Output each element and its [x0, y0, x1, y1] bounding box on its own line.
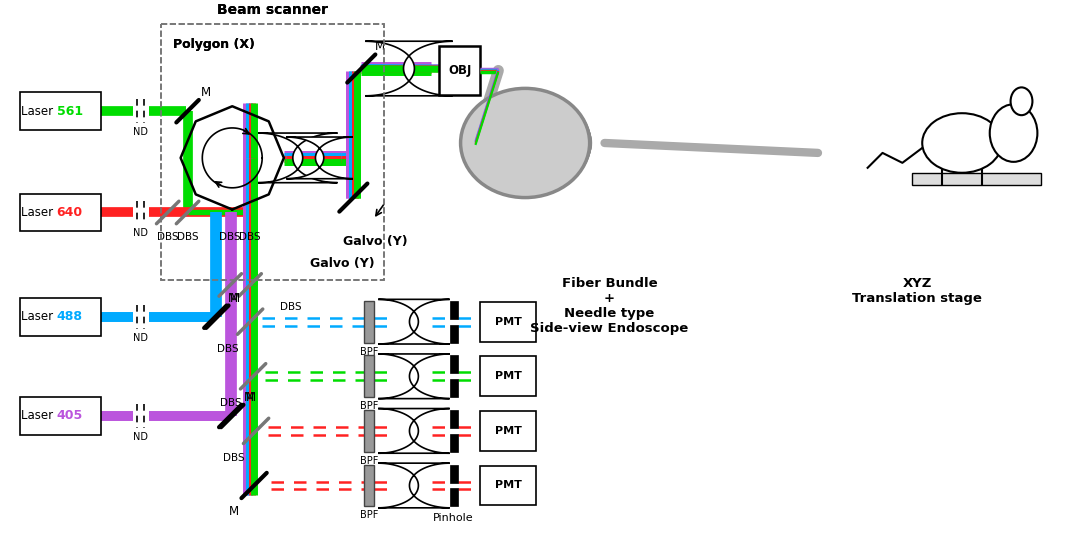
- Text: ND: ND: [133, 432, 148, 442]
- Text: M: M: [229, 505, 239, 518]
- Text: ND: ND: [133, 127, 148, 137]
- Polygon shape: [379, 463, 450, 508]
- Bar: [19, 194, 102, 231]
- Text: BPF: BPF: [360, 510, 379, 520]
- Polygon shape: [379, 409, 450, 453]
- Text: 488: 488: [56, 310, 82, 323]
- Text: DBS: DBS: [220, 398, 241, 408]
- Polygon shape: [379, 299, 450, 344]
- Text: PMT: PMT: [494, 426, 522, 436]
- Bar: [450, 410, 458, 428]
- Text: Fiber Bundle
+
Needle type
Side-view Endoscope: Fiber Bundle + Needle type Side-view End…: [530, 277, 688, 335]
- Text: 405: 405: [56, 409, 82, 422]
- Bar: [19, 92, 102, 130]
- Text: OBJ: OBJ: [448, 64, 472, 77]
- Text: XYZ
Translation stage: XYZ Translation stage: [853, 277, 982, 305]
- Bar: [450, 379, 458, 397]
- Bar: [161, 24, 384, 280]
- Text: Laser: Laser: [21, 310, 56, 323]
- Text: DBS: DBS: [220, 232, 241, 242]
- Bar: [19, 397, 102, 435]
- Text: 561: 561: [56, 105, 82, 118]
- Text: DBS: DBS: [280, 302, 302, 312]
- Ellipse shape: [461, 88, 590, 197]
- Text: M: M: [375, 40, 385, 53]
- Polygon shape: [258, 133, 338, 182]
- Text: Laser: Laser: [21, 105, 56, 118]
- Ellipse shape: [524, 114, 591, 171]
- Ellipse shape: [492, 102, 590, 185]
- Text: ND: ND: [133, 228, 148, 238]
- Ellipse shape: [1011, 87, 1032, 115]
- Text: BPF: BPF: [360, 347, 379, 357]
- Text: DBS: DBS: [176, 232, 198, 242]
- Bar: [450, 434, 458, 452]
- Text: DBS: DBS: [239, 232, 261, 242]
- Ellipse shape: [990, 105, 1038, 162]
- Bar: [912, 173, 1041, 185]
- Bar: [480, 466, 536, 505]
- Text: M: M: [228, 292, 238, 305]
- Bar: [438, 46, 480, 95]
- Text: Beam scanner: Beam scanner: [217, 3, 328, 17]
- Bar: [450, 465, 458, 483]
- Polygon shape: [287, 137, 353, 179]
- Text: Galvo (Y): Galvo (Y): [309, 257, 374, 270]
- Bar: [450, 301, 458, 319]
- Text: Laser: Laser: [21, 206, 56, 219]
- Ellipse shape: [922, 113, 1002, 173]
- Bar: [450, 356, 458, 373]
- Text: Pinhole: Pinhole: [433, 513, 474, 523]
- Bar: [365, 410, 374, 452]
- Bar: [365, 301, 374, 342]
- Text: DBS: DBS: [216, 343, 238, 353]
- Bar: [365, 465, 374, 507]
- Text: PMT: PMT: [494, 317, 522, 327]
- Text: Polygon (X): Polygon (X): [173, 38, 254, 51]
- Ellipse shape: [507, 108, 591, 178]
- Bar: [450, 325, 458, 342]
- Bar: [480, 357, 536, 396]
- Text: M: M: [230, 292, 240, 305]
- Bar: [365, 356, 374, 397]
- Text: M: M: [200, 86, 211, 100]
- Bar: [450, 488, 458, 507]
- Bar: [161, 24, 384, 280]
- Text: PMT: PMT: [494, 481, 522, 491]
- Text: DBS: DBS: [223, 453, 245, 463]
- Text: ND: ND: [133, 332, 148, 343]
- Ellipse shape: [476, 95, 590, 191]
- Text: PMT: PMT: [494, 371, 522, 381]
- Bar: [480, 302, 536, 342]
- Text: DBS: DBS: [157, 232, 179, 242]
- Polygon shape: [379, 354, 450, 399]
- Text: M: M: [245, 391, 254, 404]
- Text: BPF: BPF: [360, 401, 379, 411]
- Bar: [19, 298, 102, 336]
- Bar: [480, 411, 536, 451]
- Text: Laser: Laser: [21, 409, 56, 422]
- Polygon shape: [366, 41, 452, 96]
- Text: Polygon (X): Polygon (X): [173, 38, 254, 51]
- Text: 640: 640: [56, 206, 82, 219]
- Text: BPF: BPF: [360, 456, 379, 466]
- Text: Beam scanner: Beam scanner: [217, 3, 328, 17]
- Text: Galvo (Y): Galvo (Y): [343, 236, 408, 248]
- Text: M: M: [246, 391, 256, 404]
